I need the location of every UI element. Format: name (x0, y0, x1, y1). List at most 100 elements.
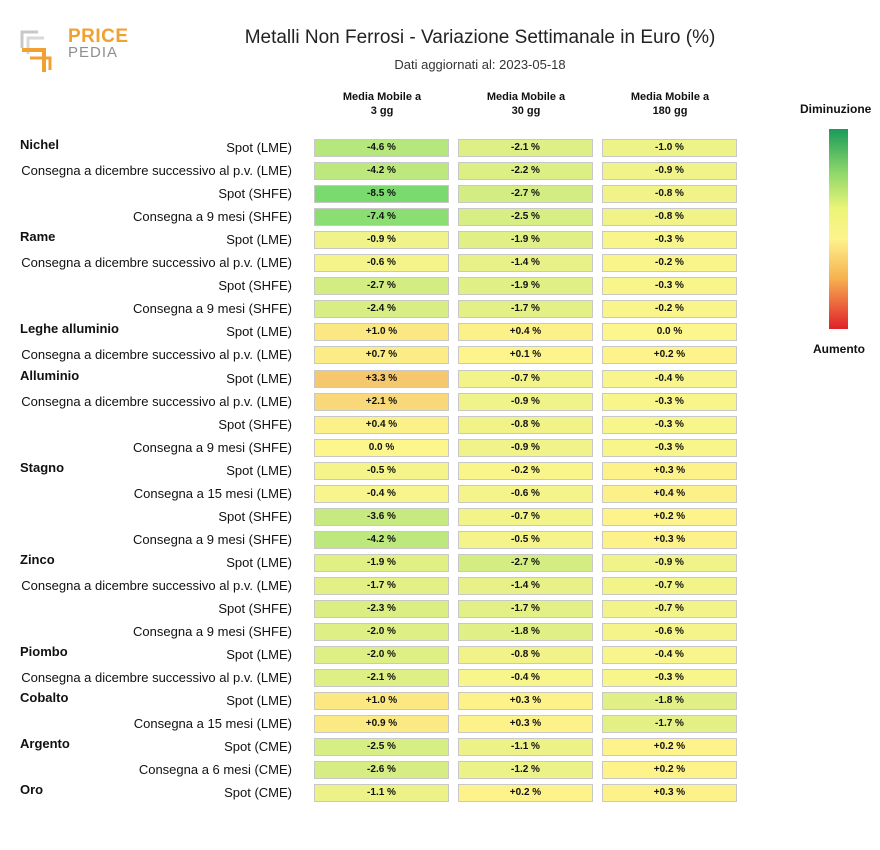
value-cell: -0.5 % (314, 461, 449, 480)
value-cell: +0.3 % (602, 530, 737, 549)
metal-name: Piombo (20, 644, 68, 660)
value-cell: -2.7 % (458, 185, 593, 204)
row-label: Spot (SHFE) (218, 601, 292, 616)
value-cell: +0.4 % (314, 415, 449, 434)
value-cell: -2.7 % (314, 277, 449, 296)
value-cell: +0.3 % (602, 784, 737, 803)
metal-name: Leghe alluminio (20, 321, 119, 337)
value-cell: -2.1 % (458, 139, 593, 157)
value-cell: -0.9 % (602, 553, 737, 572)
value-cell: +0.2 % (458, 784, 593, 803)
metal-name: Stagno (20, 459, 65, 475)
pricepedia-logo: PRICE PEDIA (20, 26, 130, 74)
row-label: Consegna a dicembre successivo al p.v. (… (21, 163, 292, 179)
value-cell: -1.1 % (314, 784, 449, 803)
logo-word-pedia: PEDIA (68, 44, 119, 61)
value-cell: -4.6 % (314, 139, 449, 157)
value-cell: -2.0 % (314, 623, 449, 642)
value-cell: -0.6 % (602, 623, 737, 642)
value-cell: +0.9 % (314, 715, 449, 734)
value-cell: -0.8 % (602, 185, 737, 204)
value-cell: -4.2 % (314, 162, 449, 181)
value-cell: -2.3 % (314, 600, 449, 618)
value-cell: +0.4 % (458, 323, 593, 342)
value-cell: -1.7 % (314, 576, 449, 595)
value-cell: -2.7 % (458, 553, 593, 572)
row-label: Consegna a 9 mesi (SHFE) (133, 439, 292, 455)
value-cell: -0.3 % (602, 231, 737, 250)
value-cell: -0.3 % (602, 669, 737, 688)
value-cell: -0.4 % (602, 369, 737, 388)
value-cell: -0.2 % (602, 254, 737, 273)
column-header-30gg: Media Mobile a 30 gg (486, 91, 566, 117)
value-cell: +0.2 % (602, 507, 737, 526)
row-label: Spot (LME) (226, 462, 292, 478)
value-cell: -1.7 % (458, 600, 593, 618)
row-label: Consegna a 15 mesi (LME) (133, 716, 292, 732)
value-cell: -4.2 % (314, 530, 449, 549)
value-cell: -0.9 % (458, 392, 593, 411)
value-cell: -0.3 % (602, 392, 737, 411)
row-label: Consegna a dicembre successivo al p.v. (… (21, 393, 292, 409)
row-label: Consegna a 9 mesi (SHFE) (133, 301, 292, 317)
column-header-180gg: Media Mobile a 180 gg (630, 91, 710, 117)
value-cell: +0.4 % (602, 484, 737, 503)
value-cell: -0.2 % (458, 461, 593, 480)
chart-subtitle: Dati aggiornati al: 2023-05-18 (394, 57, 566, 72)
value-cell: -1.4 % (458, 254, 593, 273)
row-label: Consegna a 15 mesi (LME) (133, 485, 292, 501)
value-cell: -8.5 % (314, 185, 449, 204)
value-cell: -1.4 % (458, 576, 593, 595)
value-cell: -1.2 % (458, 761, 593, 780)
row-label: Consegna a 9 mesi (SHFE) (133, 531, 292, 547)
value-cell: +0.2 % (602, 738, 737, 757)
row-label: Spot (CME) (224, 739, 292, 755)
value-cell: -1.7 % (602, 715, 737, 734)
row-label: Spot (SHFE) (218, 278, 292, 294)
value-cell: +0.3 % (458, 715, 593, 734)
value-cell: +0.1 % (458, 346, 593, 365)
value-cell: +0.2 % (602, 346, 737, 365)
metal-name: Alluminio (20, 367, 80, 383)
row-label: Spot (LME) (226, 370, 292, 386)
value-cell: -0.7 % (602, 600, 737, 618)
value-cell: -1.7 % (458, 300, 593, 319)
row-label: Spot (LME) (226, 647, 292, 663)
row-label: Spot (LME) (226, 324, 292, 340)
chart-title: Metalli Non Ferrosi - Variazione Settima… (244, 27, 716, 48)
value-cell: -0.8 % (602, 208, 737, 227)
value-cell: -1.1 % (458, 738, 593, 757)
legend-color-scale (829, 129, 848, 329)
metal-name: Zinco (20, 551, 55, 567)
value-cell: -0.5 % (458, 530, 593, 549)
value-cell: -0.3 % (602, 415, 737, 434)
value-cell: -0.3 % (602, 277, 737, 296)
row-label: Spot (LME) (226, 232, 292, 248)
row-label: Spot (LME) (226, 554, 292, 570)
metal-name: Nichel (20, 137, 60, 152)
value-cell: +1.0 % (314, 323, 449, 342)
row-label: Consegna a 6 mesi (CME) (138, 762, 292, 778)
value-cell: 0.0 % (314, 438, 449, 457)
value-cell: -0.6 % (314, 254, 449, 273)
value-cell: +0.3 % (602, 461, 737, 480)
value-cell: -1.8 % (458, 623, 593, 642)
row-label: Consegna a dicembre successivo al p.v. (… (21, 670, 292, 686)
value-cell: -1.8 % (602, 692, 737, 711)
value-cell: -0.8 % (458, 415, 593, 434)
row-label: Spot (SHFE) (218, 416, 292, 432)
value-cell: -0.2 % (602, 300, 737, 319)
legend-label-diminuzione: Diminuzione (800, 102, 872, 116)
row-label: Consegna a 9 mesi (SHFE) (133, 624, 292, 640)
value-cell: -1.9 % (458, 277, 593, 296)
value-cell: -0.7 % (458, 369, 593, 388)
row-label: Consegna a dicembre successivo al p.v. (… (21, 255, 292, 271)
value-cell: -7.4 % (314, 208, 449, 227)
value-cell: +0.3 % (458, 692, 593, 711)
value-cell: -1.9 % (314, 553, 449, 572)
value-cell: -0.9 % (314, 231, 449, 250)
value-cell: -1.0 % (602, 139, 737, 157)
value-cell: 0.0 % (602, 323, 737, 342)
value-cell: -0.7 % (458, 507, 593, 526)
